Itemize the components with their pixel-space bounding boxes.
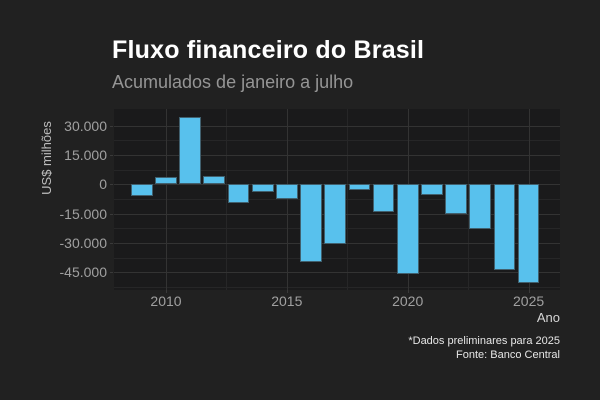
x-axis-title: Ano bbox=[536, 310, 560, 325]
bar-2015 bbox=[275, 184, 298, 199]
caption-note: *Dados preliminares para 2025 bbox=[408, 335, 560, 347]
bar-2017 bbox=[324, 184, 347, 245]
gridline-y-major bbox=[114, 272, 560, 274]
gridline-y-minor bbox=[114, 257, 560, 259]
chart-subtitle: Acumulados de janeiro a julho bbox=[112, 72, 354, 92]
bar-2013 bbox=[227, 184, 250, 204]
caption-source: Fonte: Banco Central bbox=[456, 349, 560, 361]
gridline-x-minor bbox=[347, 109, 349, 290]
bar-2016 bbox=[300, 184, 322, 263]
x-tick-mark bbox=[286, 290, 288, 293]
bar-2024 bbox=[493, 184, 516, 270]
y-tick-mark bbox=[110, 242, 113, 244]
x-tick-label: 2010 bbox=[150, 293, 182, 309]
x-tick-mark bbox=[407, 290, 409, 293]
bar-2020 bbox=[396, 184, 419, 275]
gridline-x-major bbox=[286, 109, 288, 290]
gridline-x-major bbox=[166, 109, 167, 290]
chart-caption: *Dados preliminares para 2025 Fonte: Ban… bbox=[408, 334, 560, 362]
bar-2009 bbox=[130, 184, 153, 196]
y-tick-label: -30.000 bbox=[59, 234, 107, 251]
bar-2011 bbox=[179, 117, 201, 185]
bar-2025 bbox=[517, 184, 540, 283]
gridline-y-minor bbox=[114, 140, 560, 142]
gridline-y-minor bbox=[114, 286, 560, 288]
bar-2019 bbox=[372, 184, 395, 213]
x-tick-mark bbox=[166, 290, 167, 293]
x-tick-label: 2015 bbox=[271, 293, 303, 309]
y-tick-mark bbox=[110, 184, 113, 186]
y-tick-label: 30.000 bbox=[64, 117, 107, 134]
x-tick-label: 2020 bbox=[392, 293, 424, 309]
bar-2022 bbox=[445, 184, 467, 214]
bar-2018 bbox=[348, 184, 371, 191]
x-tick-mark bbox=[528, 290, 530, 293]
bar-2010 bbox=[155, 177, 177, 185]
bar-2014 bbox=[251, 184, 274, 193]
y-tick-mark bbox=[110, 125, 113, 127]
y-tick-mark bbox=[110, 154, 113, 156]
bar-2021 bbox=[421, 184, 443, 195]
y-tick-mark bbox=[110, 213, 113, 215]
x-tick-label: 2025 bbox=[513, 293, 545, 309]
y-tick-label: 0 bbox=[99, 176, 107, 193]
chart-title: Fluxo financeiro do Brasil bbox=[112, 36, 425, 64]
y-tick-label: -15.000 bbox=[59, 205, 107, 222]
y-tick-label: -45.000 bbox=[59, 264, 107, 281]
bar-2012 bbox=[203, 175, 226, 185]
y-tick-label: 15.000 bbox=[64, 146, 107, 163]
gridline-x-minor bbox=[226, 109, 228, 290]
gridline-x-minor bbox=[468, 109, 470, 290]
gridline-y-major bbox=[114, 125, 560, 127]
bar-2023 bbox=[469, 184, 492, 230]
gridline-y-minor bbox=[114, 169, 560, 171]
y-tick-mark bbox=[110, 272, 113, 274]
gridline-y-major bbox=[114, 154, 560, 156]
